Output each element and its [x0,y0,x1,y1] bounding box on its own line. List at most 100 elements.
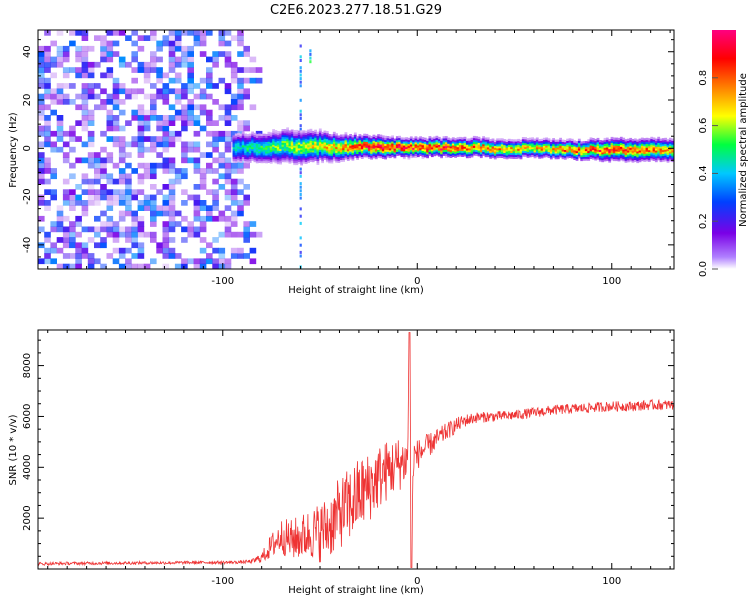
heatmap-cell [218,247,226,254]
heatmap-cell [62,45,70,52]
heatmap-cell [314,133,317,136]
heatmap-cell [181,109,188,116]
heatmap-cell [212,258,219,265]
heatmap-cell [237,253,244,259]
heatmap-cell [664,137,668,141]
heatmap-cell [566,140,569,143]
heatmap-cell [472,149,476,152]
heatmap-cell [636,141,640,144]
heatmap-cell [479,146,483,149]
heatmap-cell [69,136,76,142]
heatmap-cell [423,147,427,150]
heatmap-cell [283,134,287,138]
heatmap-cell [318,157,322,160]
heatmap-cell [461,141,464,144]
heatmap-cell [335,142,338,146]
heatmap-cell [262,135,266,138]
heatmap-cell [598,157,602,160]
heatmap-cell [237,138,240,141]
heatmap-cell [112,99,120,105]
heatmap-cell [193,215,201,222]
heatmap-cell [454,147,457,150]
heatmap-cell [199,152,207,158]
heatmap-cell [288,138,292,141]
heatmap-cell [38,93,45,100]
heatmap-cell [234,147,238,150]
heatmap-cell [193,40,201,47]
heatmap-cell [239,143,243,146]
heatmap-cell [281,154,285,157]
heatmap-cell [316,135,320,138]
heatmap-cell [589,152,593,156]
heatmap-cell [100,242,107,249]
heatmap-cell [314,139,317,142]
heatmap-cell [267,133,271,136]
heatmap-cell [444,149,448,152]
heatmap-cell [106,178,114,185]
heatmap-cell [412,153,415,156]
heatmap-cell [437,140,441,144]
heatmap-cell [323,142,327,145]
heatmap-cell [94,226,101,233]
heatmap-cell [535,141,539,144]
heatmap-cell [521,144,525,147]
heatmap-cell [491,138,495,141]
heatmap-cell [461,143,464,146]
heatmap-cell [465,140,469,143]
heatmap-cell [479,138,483,141]
heatmap-cell [125,194,132,201]
heatmap-cell [405,154,408,157]
heatmap-cell [269,138,273,141]
heatmap-cell [311,130,315,134]
heatmap-cell [156,152,163,158]
heatmap-cell [367,137,371,140]
heatmap-cell [318,132,322,135]
heatmap-cell [249,258,257,265]
heatmap-cell [267,151,271,154]
heatmap-cell [199,173,207,180]
heatmap-cell [325,160,329,163]
heatmap-cell [224,173,232,180]
heatmap-cell [463,146,467,149]
heatmap-cell [300,130,303,133]
heatmap-cell [241,139,245,142]
heatmap-cell [372,146,376,149]
heatmap-cell [505,147,509,150]
heatmap-cell [131,51,138,57]
heatmap-cell [281,150,285,153]
heatmap-cell [617,145,621,148]
heatmap-cell [181,189,188,195]
heatmap-cell [137,205,145,211]
heatmap-cell [56,146,64,153]
heatmap-cell [484,149,488,152]
heatmap-cell [598,155,602,158]
heatmap-cell [118,231,126,238]
heatmap-cell [241,143,245,146]
heatmap-cell [477,142,481,145]
heatmap-cell [402,145,406,148]
heatmap-cell [657,156,661,159]
heatmap-cell [526,155,530,158]
heatmap-cell [281,129,285,132]
heatmap-cell [615,151,619,154]
heatmap-cell [269,157,273,160]
heatmap-cell [512,147,516,150]
heatmap-cell [647,145,651,149]
heatmap-cell [535,145,539,148]
heatmap-cell [232,135,236,138]
heatmap-cell [246,147,250,150]
heatmap-cell [573,146,577,149]
heatmap-cell [657,146,661,149]
heatmap-cell [612,158,616,162]
heatmap-cell [538,140,541,144]
heatmap-cell [131,77,138,84]
heatmap-cell [486,147,490,150]
heatmap-cell [405,143,408,146]
heatmap-cell [286,144,289,148]
heatmap-cell [323,148,327,151]
heatmap-cell [454,145,457,149]
heatmap-cell [251,143,254,146]
heatmap-cell [237,93,244,100]
heatmap-cell [168,51,176,57]
heatmap-cell [493,153,497,156]
